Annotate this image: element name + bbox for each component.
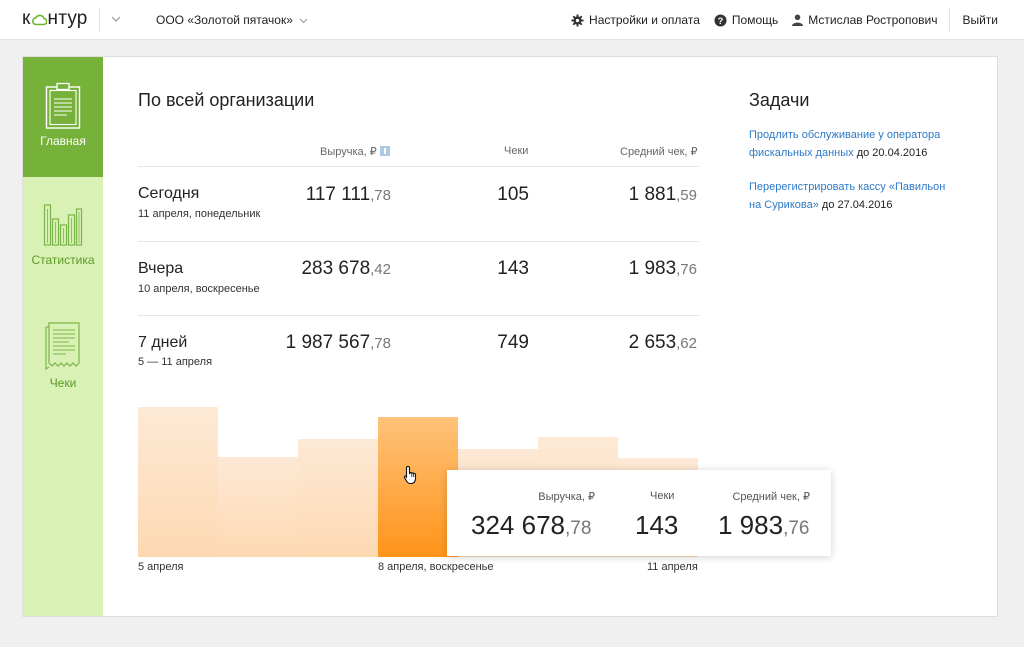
task-item: Продлить обслуживание у оператора фискал… <box>749 126 959 162</box>
logout-label: Выйти <box>962 13 998 27</box>
tooltip-revenue-value: 324 678,78 <box>471 510 591 541</box>
avg-decimal: ,59 <box>676 187 697 204</box>
row-title-yesterday: Вчера <box>138 260 184 277</box>
avg-integer: 1 983 <box>628 258 677 279</box>
main-card: Главная Статистика <box>22 56 998 617</box>
task-deadline: до 20.04.2016 <box>853 147 928 159</box>
logout-link[interactable]: Выйти <box>962 13 998 27</box>
row-divider <box>138 241 699 242</box>
avg-check-today: 1 881,59 <box>629 184 697 206</box>
organization-selector[interactable]: ООО «Золотой пятачок» <box>156 13 308 27</box>
sidebar-item-statistics[interactable]: Статистика <box>23 201 103 267</box>
tooltip-revenue-label: Выручка, ₽ <box>538 491 595 503</box>
revenue-decimal: ,78 <box>370 335 391 352</box>
sidebar-item-receipts[interactable]: Чеки <box>23 321 103 390</box>
revenue-header-label: Выручка, ₽ <box>320 146 377 158</box>
revenue-yesterday: 283 678,42 <box>301 258 391 280</box>
chart-bar[interactable] <box>218 457 298 557</box>
revenue-week: 1 987 567,78 <box>286 332 391 354</box>
row-title-week: 7 дней <box>138 334 188 351</box>
x-axis-label-last: 11 апреля <box>647 561 698 573</box>
bar-chart-icon <box>43 204 83 246</box>
chart-tooltip: Выручка, ₽ Чеки Средний чек, ₽ 324 678,7… <box>447 470 831 556</box>
avg-decimal: ,76 <box>676 261 697 278</box>
sidebar-item-label: Чеки <box>49 376 77 390</box>
user-name: Мстислав Ростропович <box>808 13 938 27</box>
revenue-integer: 324 678 <box>471 510 565 540</box>
top-header: к нтур ООО «Золотой пятачок» <box>0 0 1024 40</box>
avg-check-column-header: Средний чек, ₽ <box>620 146 698 158</box>
revenue-decimal: ,42 <box>370 261 391 278</box>
user-icon <box>792 14 804 26</box>
header-divider <box>99 8 100 32</box>
checks-yesterday: 143 <box>497 258 529 279</box>
chevron-down-icon[interactable] <box>110 14 122 24</box>
sidebar: Главная Статистика <box>23 57 103 616</box>
gear-icon <box>571 13 584 27</box>
row-divider <box>138 166 699 167</box>
sidebar-item-home[interactable]: Главная <box>23 57 103 177</box>
checks-column-header: Чеки <box>504 145 529 157</box>
page-title: По всей организации <box>138 90 315 110</box>
row-subtitle-today: 11 апреля, понедельник <box>138 208 261 220</box>
header-divider <box>949 8 951 32</box>
help-label: Помощь <box>731 13 779 27</box>
info-icon[interactable] <box>379 146 390 156</box>
avg-integer: 1 881 <box>628 184 677 205</box>
avg-integer: 1 983 <box>718 510 784 540</box>
tooltip-checks-value: 143 <box>635 510 679 540</box>
avg-decimal: ,62 <box>676 335 697 352</box>
row-subtitle-yesterday: 10 апреля, воскресенье <box>138 283 260 295</box>
revenue-decimal: ,78 <box>564 518 592 539</box>
task-link[interactable]: Перерегистрировать кассу «Павильон на Су… <box>749 181 946 211</box>
help-link[interactable]: ? Помощь <box>714 13 778 27</box>
settings-link[interactable]: Настройки и оплата <box>571 13 700 27</box>
svg-text:?: ? <box>718 15 724 25</box>
logo-text-end: нтур <box>47 8 88 29</box>
settings-label: Настройки и оплата <box>589 13 700 27</box>
row-title-today: Сегодня <box>138 185 200 202</box>
chevron-down-icon <box>299 18 308 24</box>
chart-bar[interactable] <box>138 407 218 557</box>
clipboard-icon <box>45 82 81 129</box>
checks-today: 105 <box>497 184 529 205</box>
sidebar-item-label: Статистика <box>31 253 95 267</box>
kontur-logo[interactable]: к нтур <box>22 8 88 30</box>
question-circle-icon: ? <box>714 13 727 27</box>
cloud-logo-icon <box>31 14 47 26</box>
task-item: Перерегистрировать кассу «Павильон на Су… <box>749 178 959 214</box>
task-link[interactable]: Продлить обслуживание у оператора фискал… <box>749 129 941 159</box>
user-menu[interactable]: Мстислав Ростропович <box>792 13 937 27</box>
tooltip-avg-label: Средний чек, ₽ <box>732 491 810 503</box>
tooltip-checks-label: Чеки <box>650 490 675 502</box>
task-deadline: до 27.04.2016 <box>818 199 893 211</box>
receipt-icon <box>45 322 80 371</box>
revenue-integer: 117 111 <box>305 184 371 205</box>
row-subtitle-week: 5 — 11 апреля <box>138 356 213 368</box>
checks-week: 749 <box>497 332 529 353</box>
revenue-column-header: Выручка, ₽ <box>320 145 390 158</box>
logo-text-start: к <box>22 8 31 29</box>
tooltip-avg-value: 1 983,76 <box>718 510 810 541</box>
header-actions: Настройки и оплата ? Помощь Мстислав Рос… <box>571 0 1024 40</box>
avg-check-yesterday: 1 983,76 <box>629 258 697 280</box>
revenue-today: 117 111,78 <box>306 184 391 206</box>
chart-bar[interactable] <box>378 417 458 557</box>
x-axis-label-highlight: 8 апреля, воскресенье <box>378 561 494 573</box>
sidebar-item-label: Главная <box>40 134 86 148</box>
revenue-integer: 1 987 567 <box>285 332 371 353</box>
revenue-integer: 283 678 <box>301 258 371 279</box>
avg-check-week: 2 653,62 <box>629 332 697 354</box>
avg-decimal: ,76 <box>783 518 810 539</box>
avg-integer: 2 653 <box>628 332 677 353</box>
hand-cursor-icon <box>403 465 417 485</box>
row-divider <box>138 315 699 316</box>
chart-bar[interactable] <box>298 439 378 557</box>
x-axis-label-first: 5 апреля <box>138 561 184 573</box>
organization-name: ООО «Золотой пятачок» <box>156 13 293 27</box>
revenue-decimal: ,78 <box>370 187 391 204</box>
tasks-title: Задачи <box>749 90 810 110</box>
